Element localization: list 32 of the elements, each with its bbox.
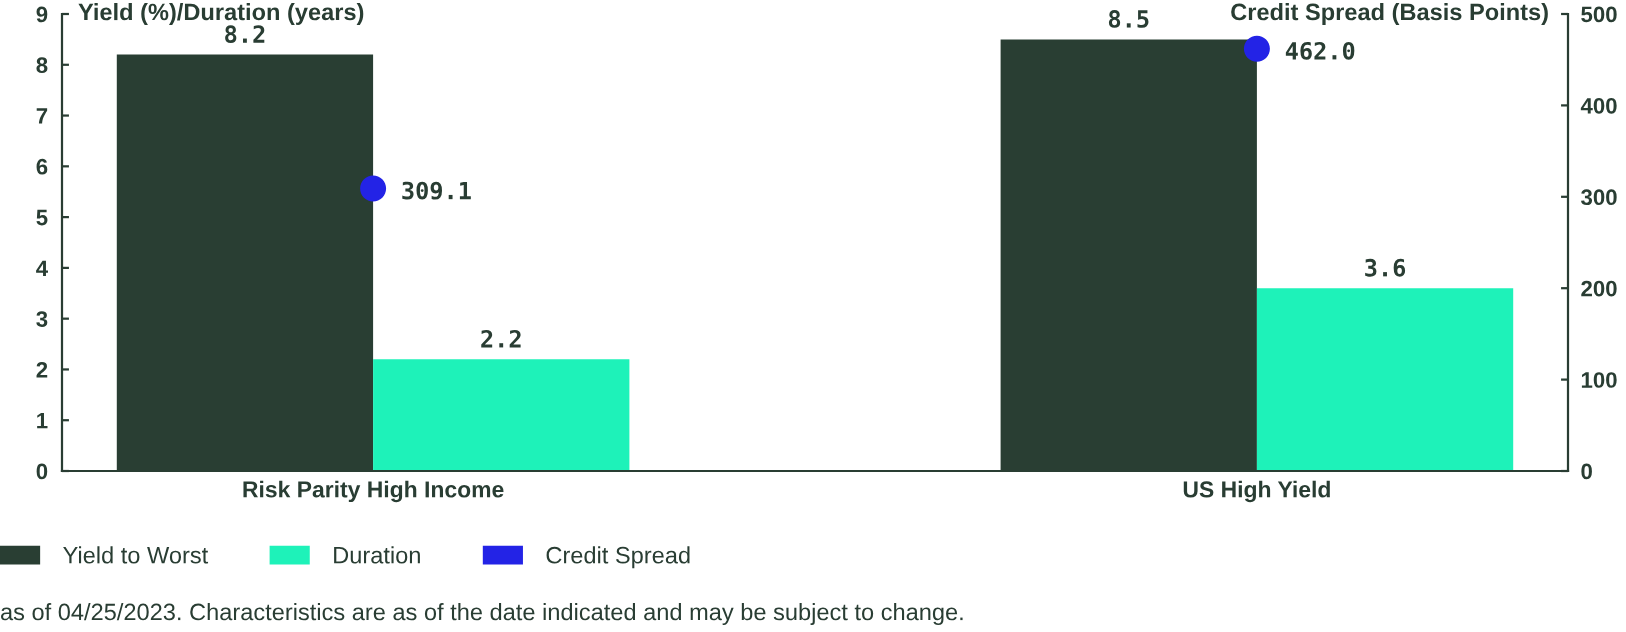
y-tick-label: 9 bbox=[36, 6, 48, 23]
y-tick-label: 5 bbox=[36, 209, 48, 226]
y2-tick-label: 100 bbox=[1581, 372, 1617, 388]
legend-label: Duration bbox=[334, 546, 420, 564]
y-tick-label: 2 bbox=[36, 361, 48, 378]
data-label: 462.0 bbox=[1285, 41, 1355, 60]
data-label: 8.5 bbox=[1108, 10, 1149, 28]
y-tick-label: 4 bbox=[36, 260, 48, 276]
y2-tick-label: 200 bbox=[1581, 280, 1617, 297]
y-tick-label: 6 bbox=[36, 158, 48, 175]
x-tick-label: Risk Parity High Income bbox=[243, 480, 504, 503]
y2-tick-label: 500 bbox=[1581, 6, 1617, 23]
data-label: 3.6 bbox=[1365, 258, 1406, 277]
y-tick-label: 0 bbox=[36, 463, 48, 480]
legend-label: Credit Spread bbox=[546, 546, 690, 569]
y-tick-label: 7 bbox=[36, 108, 48, 124]
y-tick-label: 1 bbox=[37, 412, 48, 429]
y2-axis-title: Credit Spread (Basis Points) bbox=[1231, 3, 1548, 25]
x-tick-label: US High Yield bbox=[1183, 480, 1330, 503]
legend-label: Yield to Worst bbox=[63, 546, 209, 564]
data-label: 309.1 bbox=[402, 181, 471, 200]
data-label: 8.2 bbox=[225, 25, 265, 44]
y2-tick-label: 400 bbox=[1580, 97, 1617, 114]
text: as of 04/25/2023. Characteristics are as of the date indicated and may be subject to change. bbox=[1, 602, 963, 626]
data-label: 2.2 bbox=[481, 329, 521, 348]
bar bbox=[373, 359, 630, 471]
y2-tick-label: 300 bbox=[1581, 189, 1617, 206]
y-tick-label: 8 bbox=[36, 57, 48, 74]
y-tick-label: 3 bbox=[36, 311, 48, 327]
bar bbox=[1256, 288, 1514, 471]
y2-tick-label: 0 bbox=[1581, 463, 1592, 480]
y-axis-title: Yield (%)/Duration (years) bbox=[78, 3, 364, 25]
